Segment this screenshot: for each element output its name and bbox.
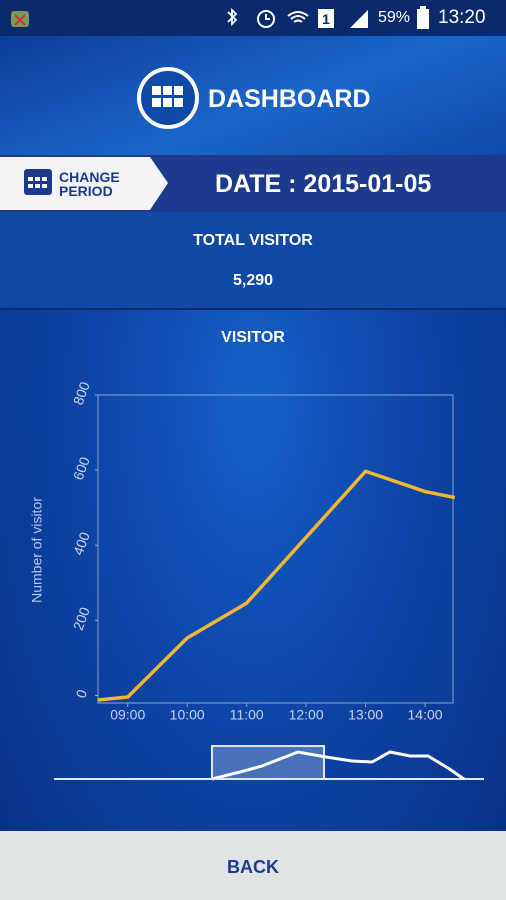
battery-percent: 59% xyxy=(378,9,411,26)
status-icons: 1 xyxy=(227,7,368,28)
battery-icon xyxy=(417,6,429,29)
x-tick-label: 10:00 xyxy=(170,707,205,723)
app-icon xyxy=(11,11,29,27)
x-tick-label: 13:00 xyxy=(348,707,383,723)
y-tick-label: 600 xyxy=(70,455,93,483)
back-label: BACK xyxy=(227,857,279,877)
y-tick-label: 800 xyxy=(70,379,93,407)
y-tick-label: 0 xyxy=(72,687,90,700)
plot-frame xyxy=(97,394,454,704)
y-tick-label: 200 xyxy=(70,605,93,633)
chart: VISITOR Number of visitor 0 200 400 600 800 0… xyxy=(29,329,484,781)
navigator-line xyxy=(211,750,465,781)
series-line xyxy=(97,469,456,702)
status-bar: 1 59% 13:20 xyxy=(0,0,506,36)
total-visitor-label: TOTAL VISITOR xyxy=(193,232,313,249)
total-visitor-panel: TOTAL VISITOR 5,290 xyxy=(0,212,506,310)
clock: 13:20 xyxy=(438,7,486,28)
x-tick-label: 14:00 xyxy=(408,707,443,723)
chart-title: VISITOR xyxy=(221,329,285,346)
change-label: CHANGE xyxy=(59,169,120,185)
dashboard-icon xyxy=(137,67,199,129)
x-tick-label: 12:00 xyxy=(289,707,324,723)
header-title: DASHBOARD xyxy=(208,85,371,113)
sim-number: 1 xyxy=(322,11,330,27)
period-bar: CHANGE PERIOD DATE : 2015-01-05 xyxy=(0,155,506,212)
navigator xyxy=(54,745,484,781)
change-period-button[interactable] xyxy=(0,155,170,212)
total-visitor-value: 5,290 xyxy=(232,272,274,289)
back-button[interactable]: BACK xyxy=(0,831,506,900)
header: DASHBOARD xyxy=(0,36,506,155)
x-tick-label: 09:00 xyxy=(110,707,145,723)
y-axis-label: Number of visitor xyxy=(29,497,45,603)
date-label: DATE : 2015-01-05 xyxy=(215,170,432,198)
navigator-window[interactable] xyxy=(211,745,325,780)
x-tick-label: 11:00 xyxy=(230,707,264,723)
period-label: PERIOD xyxy=(59,183,113,199)
y-tick-label: 400 xyxy=(70,530,93,558)
change-period-label[interactable]: CHANGE PERIOD xyxy=(59,170,120,198)
